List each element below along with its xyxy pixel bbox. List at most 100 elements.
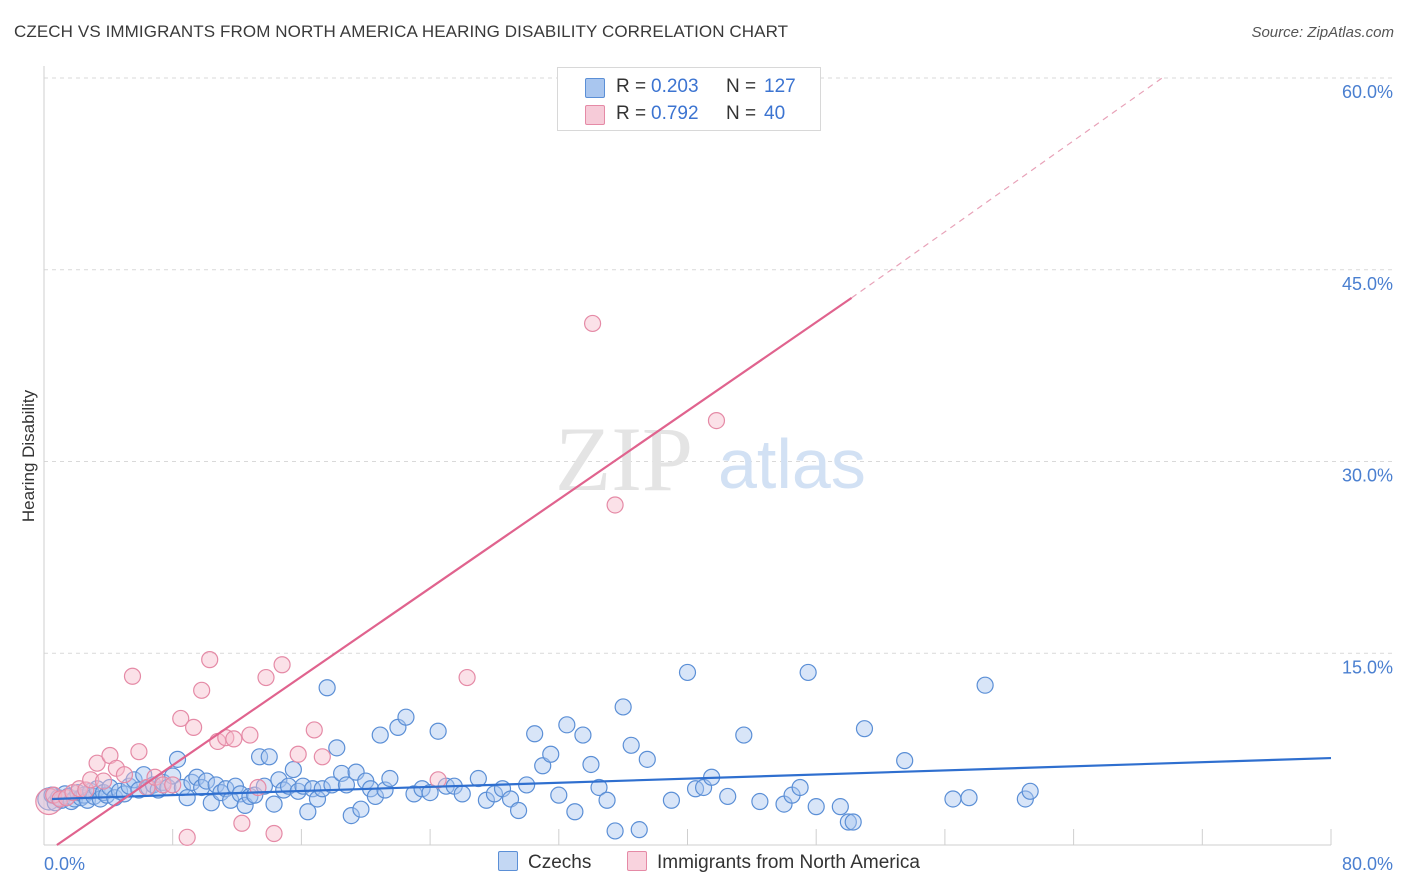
x-tick-label: 80.0% [1342, 854, 1393, 874]
czechs-point [590, 778, 608, 797]
trendlines [52, 77, 1332, 846]
immigrants-point [70, 780, 88, 798]
czechs-point [526, 725, 544, 743]
czechs-point [799, 663, 817, 682]
czechs-point [855, 720, 874, 738]
czechs-point [844, 813, 862, 831]
immigrants-point [233, 814, 251, 832]
czechs-point [125, 771, 143, 789]
legend-n-value: 40 [764, 103, 786, 124]
czechs-point [638, 750, 656, 768]
czechs-point [542, 745, 560, 763]
immigrants-point [115, 766, 134, 784]
y-tick-label: 60.0% [1342, 82, 1393, 102]
legend-row-czechs: R = 0.203 N = 127 [558, 74, 820, 102]
y-tick-labels: 15.0% 30.0% 45.0% 60.0% [1342, 82, 1393, 677]
czechs-point [371, 726, 389, 744]
czechs-point [250, 748, 269, 766]
czechs-point [678, 663, 697, 682]
y-axis-label: Hearing Disability [19, 389, 38, 522]
czechs-point [101, 778, 119, 797]
watermark-atlas: atlas [718, 425, 866, 503]
czechs-point [421, 783, 439, 802]
immigrants-point [82, 771, 100, 789]
y-tick-label: 30.0% [1342, 466, 1393, 486]
czechs-point [318, 679, 336, 697]
series-czechs [37, 663, 1039, 840]
czechs-point [558, 716, 576, 734]
watermark-zip: ZIP [555, 408, 693, 510]
czechs-point [328, 739, 346, 757]
immigrants-point [178, 828, 196, 846]
immigrants-point [289, 745, 307, 763]
x-tick-label: 0.0% [44, 854, 85, 874]
bottom-legend-swatch-pink [627, 851, 647, 871]
bottom-legend-swatch-blue [498, 851, 518, 871]
legend-row-immigrants: R = 0.792 N = 40 [558, 101, 820, 129]
czechs-point [606, 822, 624, 840]
czechs-point [313, 780, 331, 798]
immigrants-point [606, 496, 624, 514]
czechs-point [255, 777, 273, 795]
bottom-legend-label: Czechs [528, 852, 592, 873]
czechs-point [352, 800, 370, 818]
immigrants-point [429, 771, 447, 789]
czechs-point [976, 676, 994, 694]
czechs-point [566, 803, 584, 821]
immigrants-trendline-extension [851, 77, 1163, 299]
chart-title: CZECH VS IMMIGRANTS FROM NORTH AMERICA H… [14, 22, 789, 41]
immigrants-point [94, 772, 113, 790]
czechs-point [413, 780, 431, 798]
immigrants-point [225, 730, 243, 748]
czechs-point [453, 785, 471, 803]
x-tick-labels: 0.0% 80.0% [44, 854, 1393, 874]
immigrants-point [265, 824, 283, 843]
y-tick-label: 45.0% [1342, 274, 1393, 294]
czechs-point [960, 789, 978, 807]
legend-n-value: 127 [764, 76, 796, 97]
legend-n-label: N = [726, 76, 757, 97]
czechs-point [178, 789, 196, 807]
czechs-point [299, 803, 317, 821]
legend-swatch-pink [585, 105, 605, 125]
bottom-legend-czechs[interactable]: Czechs [498, 851, 591, 874]
immigrants-point [201, 651, 219, 669]
bottom-legend-immigrants[interactable]: Immigrants from North America [627, 851, 920, 874]
czechs-point [397, 708, 415, 726]
czechs-point [719, 787, 737, 806]
axes [43, 66, 1332, 846]
czechs-point [735, 726, 753, 744]
immigrants-point [164, 776, 182, 794]
czechs-point [284, 760, 302, 779]
czechs-point [807, 798, 825, 816]
immigrants-point [154, 776, 172, 794]
series-immigrants-north-america [35, 314, 726, 846]
czechs-point [270, 771, 288, 789]
legend-r-value: 0.792 [651, 103, 699, 124]
czechs-point [469, 769, 487, 788]
czechs-point [197, 772, 216, 790]
czechs-point [791, 778, 809, 797]
bottom-legend: Czechs Immigrants from North America [0, 851, 1406, 879]
y-tick-label: 15.0% [1342, 657, 1393, 677]
czechs-point [662, 791, 681, 809]
czechs-point [614, 698, 632, 716]
czechs-point [429, 722, 447, 740]
immigrants-point [193, 681, 211, 699]
czechs-point [839, 813, 857, 831]
czechs-point [598, 791, 616, 809]
czechs-point [183, 773, 201, 791]
czechs-point [582, 755, 600, 774]
czechs-point [168, 750, 187, 768]
immigrants-point [273, 656, 291, 674]
immigrants-point [313, 748, 331, 766]
czechs-point [509, 801, 528, 820]
czechs-point [381, 769, 399, 788]
czechs-point [944, 790, 962, 808]
legend-r-value: 0.203 [651, 76, 699, 97]
legend: R = 0.203 N = 127 R = 0.792 N = 40 [557, 67, 821, 131]
immigrants-point [707, 411, 726, 430]
immigrants-point [130, 743, 148, 761]
immigrants-point [185, 718, 203, 736]
